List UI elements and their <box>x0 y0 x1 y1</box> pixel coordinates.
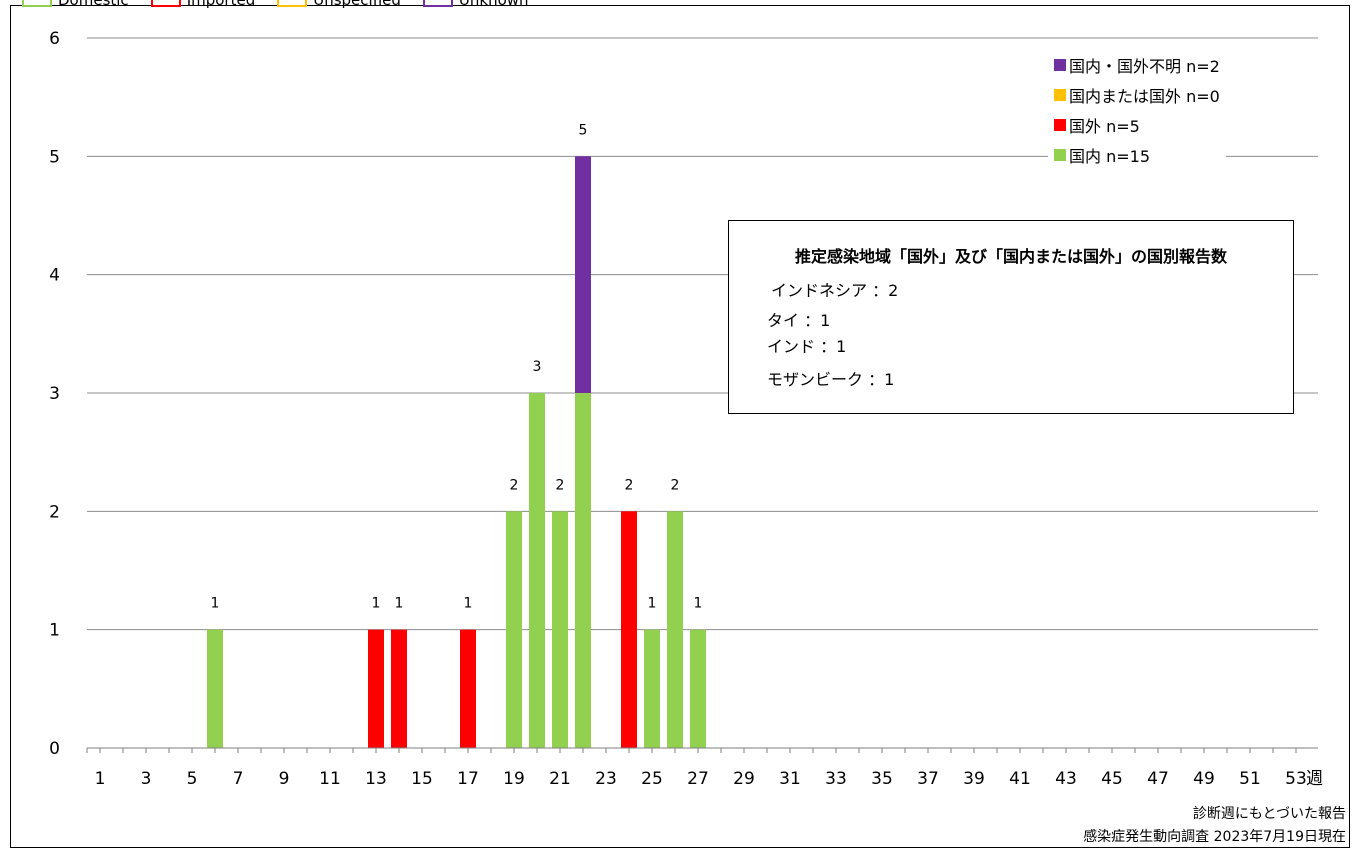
top-legend-item-domestic: Domestic <box>22 0 129 9</box>
legend: 国内・国外不明 n=2 国内または国外 n=0 国外 n=5 国内 n=15 <box>1048 48 1226 172</box>
top-legend-item-unknown: Unknown <box>422 0 529 9</box>
bar <box>644 629 660 748</box>
y-tick-label: 3 <box>49 384 60 404</box>
x-tick-label: 45 <box>1101 769 1123 789</box>
bar <box>529 393 545 748</box>
bar <box>368 629 384 748</box>
bar <box>667 511 683 748</box>
bar-value-label: 5 <box>579 122 588 138</box>
country-count-line: タイ ：1 <box>767 311 831 330</box>
x-tick-label: 29 <box>733 769 755 789</box>
country-count-line: モザンビーク ：1 <box>767 370 895 389</box>
bar <box>391 629 407 748</box>
x-tick-label: 39 <box>963 769 985 789</box>
legend-item-imported: 国外 n=5 <box>1054 110 1220 140</box>
top-legend: Domestic Imported Unspecified Unknown <box>22 0 529 9</box>
bar-value-label: 2 <box>556 477 565 493</box>
legend-label: 国内または国外 n=0 <box>1069 87 1220 106</box>
bars <box>207 156 706 748</box>
bar-value-label: 1 <box>395 596 404 612</box>
top-legend-swatch <box>150 0 181 7</box>
bar <box>575 156 591 393</box>
top-legend-item-unspecified: Unspecified <box>277 0 401 9</box>
legend-swatch <box>1054 149 1066 161</box>
y-axis-ticks: 0 1 2 3 4 5 6 <box>49 29 60 759</box>
x-tick-label: 17 <box>457 769 479 789</box>
x-tick-label: 15 <box>411 769 433 789</box>
bar-value-label: 2 <box>510 477 519 493</box>
top-legend-swatch <box>422 0 453 7</box>
bar-value-label: 2 <box>671 477 680 493</box>
top-legend-swatch <box>277 0 308 7</box>
bar-value-label: 1 <box>648 596 657 612</box>
x-axis-label: 週 <box>1306 769 1323 789</box>
bar <box>506 511 522 748</box>
bar <box>690 629 706 748</box>
top-legend-item-imported: Imported <box>150 0 256 9</box>
bar <box>207 629 223 748</box>
bar-value-label: 1 <box>464 596 473 612</box>
x-tick-label: 19 <box>503 769 525 789</box>
x-tick-label: 41 <box>1009 769 1031 789</box>
footer-note: 診断週にもとづいた報告 <box>1192 806 1346 822</box>
x-tick-label: 23 <box>595 769 617 789</box>
country-count-box: 推定感染地域「国外」及び「国内または国外」の国別報告数 インドネシア ：2 タイ… <box>728 220 1294 414</box>
x-axis-ticks: 1 3 5 7 9 11 13 15 17 19 21 23 25 27 29 31 33 35 37 39 41 43 4… <box>95 769 1323 789</box>
bar <box>621 511 637 748</box>
legend-item-unknown: 国内・国外不明 n=2 <box>1054 50 1220 80</box>
x-tick-label: 13 <box>365 769 387 789</box>
x-tick-label: 53 <box>1285 769 1307 789</box>
x-tick-label: 51 <box>1239 769 1261 789</box>
x-axis <box>86 747 1318 753</box>
x-tick-label: 49 <box>1193 769 1215 789</box>
x-tick-label: 5 <box>187 769 198 789</box>
top-legend-label: Unknown <box>458 0 529 9</box>
legend-swatch <box>1054 59 1066 71</box>
legend-label: 国外 n=5 <box>1069 117 1140 136</box>
legend-item-unspecified: 国内または国外 n=0 <box>1054 80 1220 110</box>
country-count-line: インド ：1 <box>767 337 847 356</box>
legend-item-domestic: 国内 n=15 <box>1054 140 1220 170</box>
bar <box>460 629 476 748</box>
top-legend-swatch <box>22 0 52 7</box>
y-tick-label: 5 <box>49 147 60 167</box>
country-count-line: インドネシア ：2 <box>771 281 899 300</box>
x-tick-label: 11 <box>319 769 341 789</box>
y-tick-label: 0 <box>49 739 60 759</box>
x-tick-label: 35 <box>871 769 893 789</box>
legend-label: 国内・国外不明 n=2 <box>1069 57 1220 76</box>
x-tick-label: 1 <box>95 769 106 789</box>
country-count-title: 推定感染地域「国外」及び「国内または国外」の国別報告数 <box>794 247 1227 266</box>
x-tick-label: 7 <box>233 769 244 789</box>
top-legend-label: Domestic <box>58 0 129 9</box>
bar-value-label: 1 <box>694 596 703 612</box>
x-tick-label: 31 <box>779 769 801 789</box>
bar <box>575 393 591 748</box>
x-tick-label: 47 <box>1147 769 1169 789</box>
x-tick-label: 9 <box>279 769 290 789</box>
y-tick-label: 6 <box>49 29 60 49</box>
x-tick-label: 27 <box>687 769 709 789</box>
y-tick-label: 4 <box>49 266 60 286</box>
footer-source: 感染症発生動向調査 2023年7月19日現在 <box>1083 829 1346 845</box>
bar-value-label: 1 <box>211 596 220 612</box>
legend-label: 国内 n=15 <box>1069 147 1150 166</box>
bar <box>552 511 568 748</box>
bar-value-label: 3 <box>533 359 542 375</box>
x-tick-label: 43 <box>1055 769 1077 789</box>
y-tick-label: 1 <box>49 621 60 641</box>
x-tick-label: 21 <box>549 769 571 789</box>
y-tick-label: 2 <box>49 502 60 522</box>
x-tick-label: 3 <box>141 769 152 789</box>
x-tick-label: 33 <box>825 769 847 789</box>
legend-swatch <box>1054 119 1066 131</box>
x-tick-label: 25 <box>641 769 663 789</box>
top-legend-label: Unspecified <box>313 0 401 9</box>
legend-swatch <box>1054 89 1066 101</box>
top-legend-label: Imported <box>186 0 256 9</box>
x-tick-label: 37 <box>917 769 939 789</box>
bar-value-label: 2 <box>625 477 634 493</box>
bar-value-label: 1 <box>372 596 381 612</box>
